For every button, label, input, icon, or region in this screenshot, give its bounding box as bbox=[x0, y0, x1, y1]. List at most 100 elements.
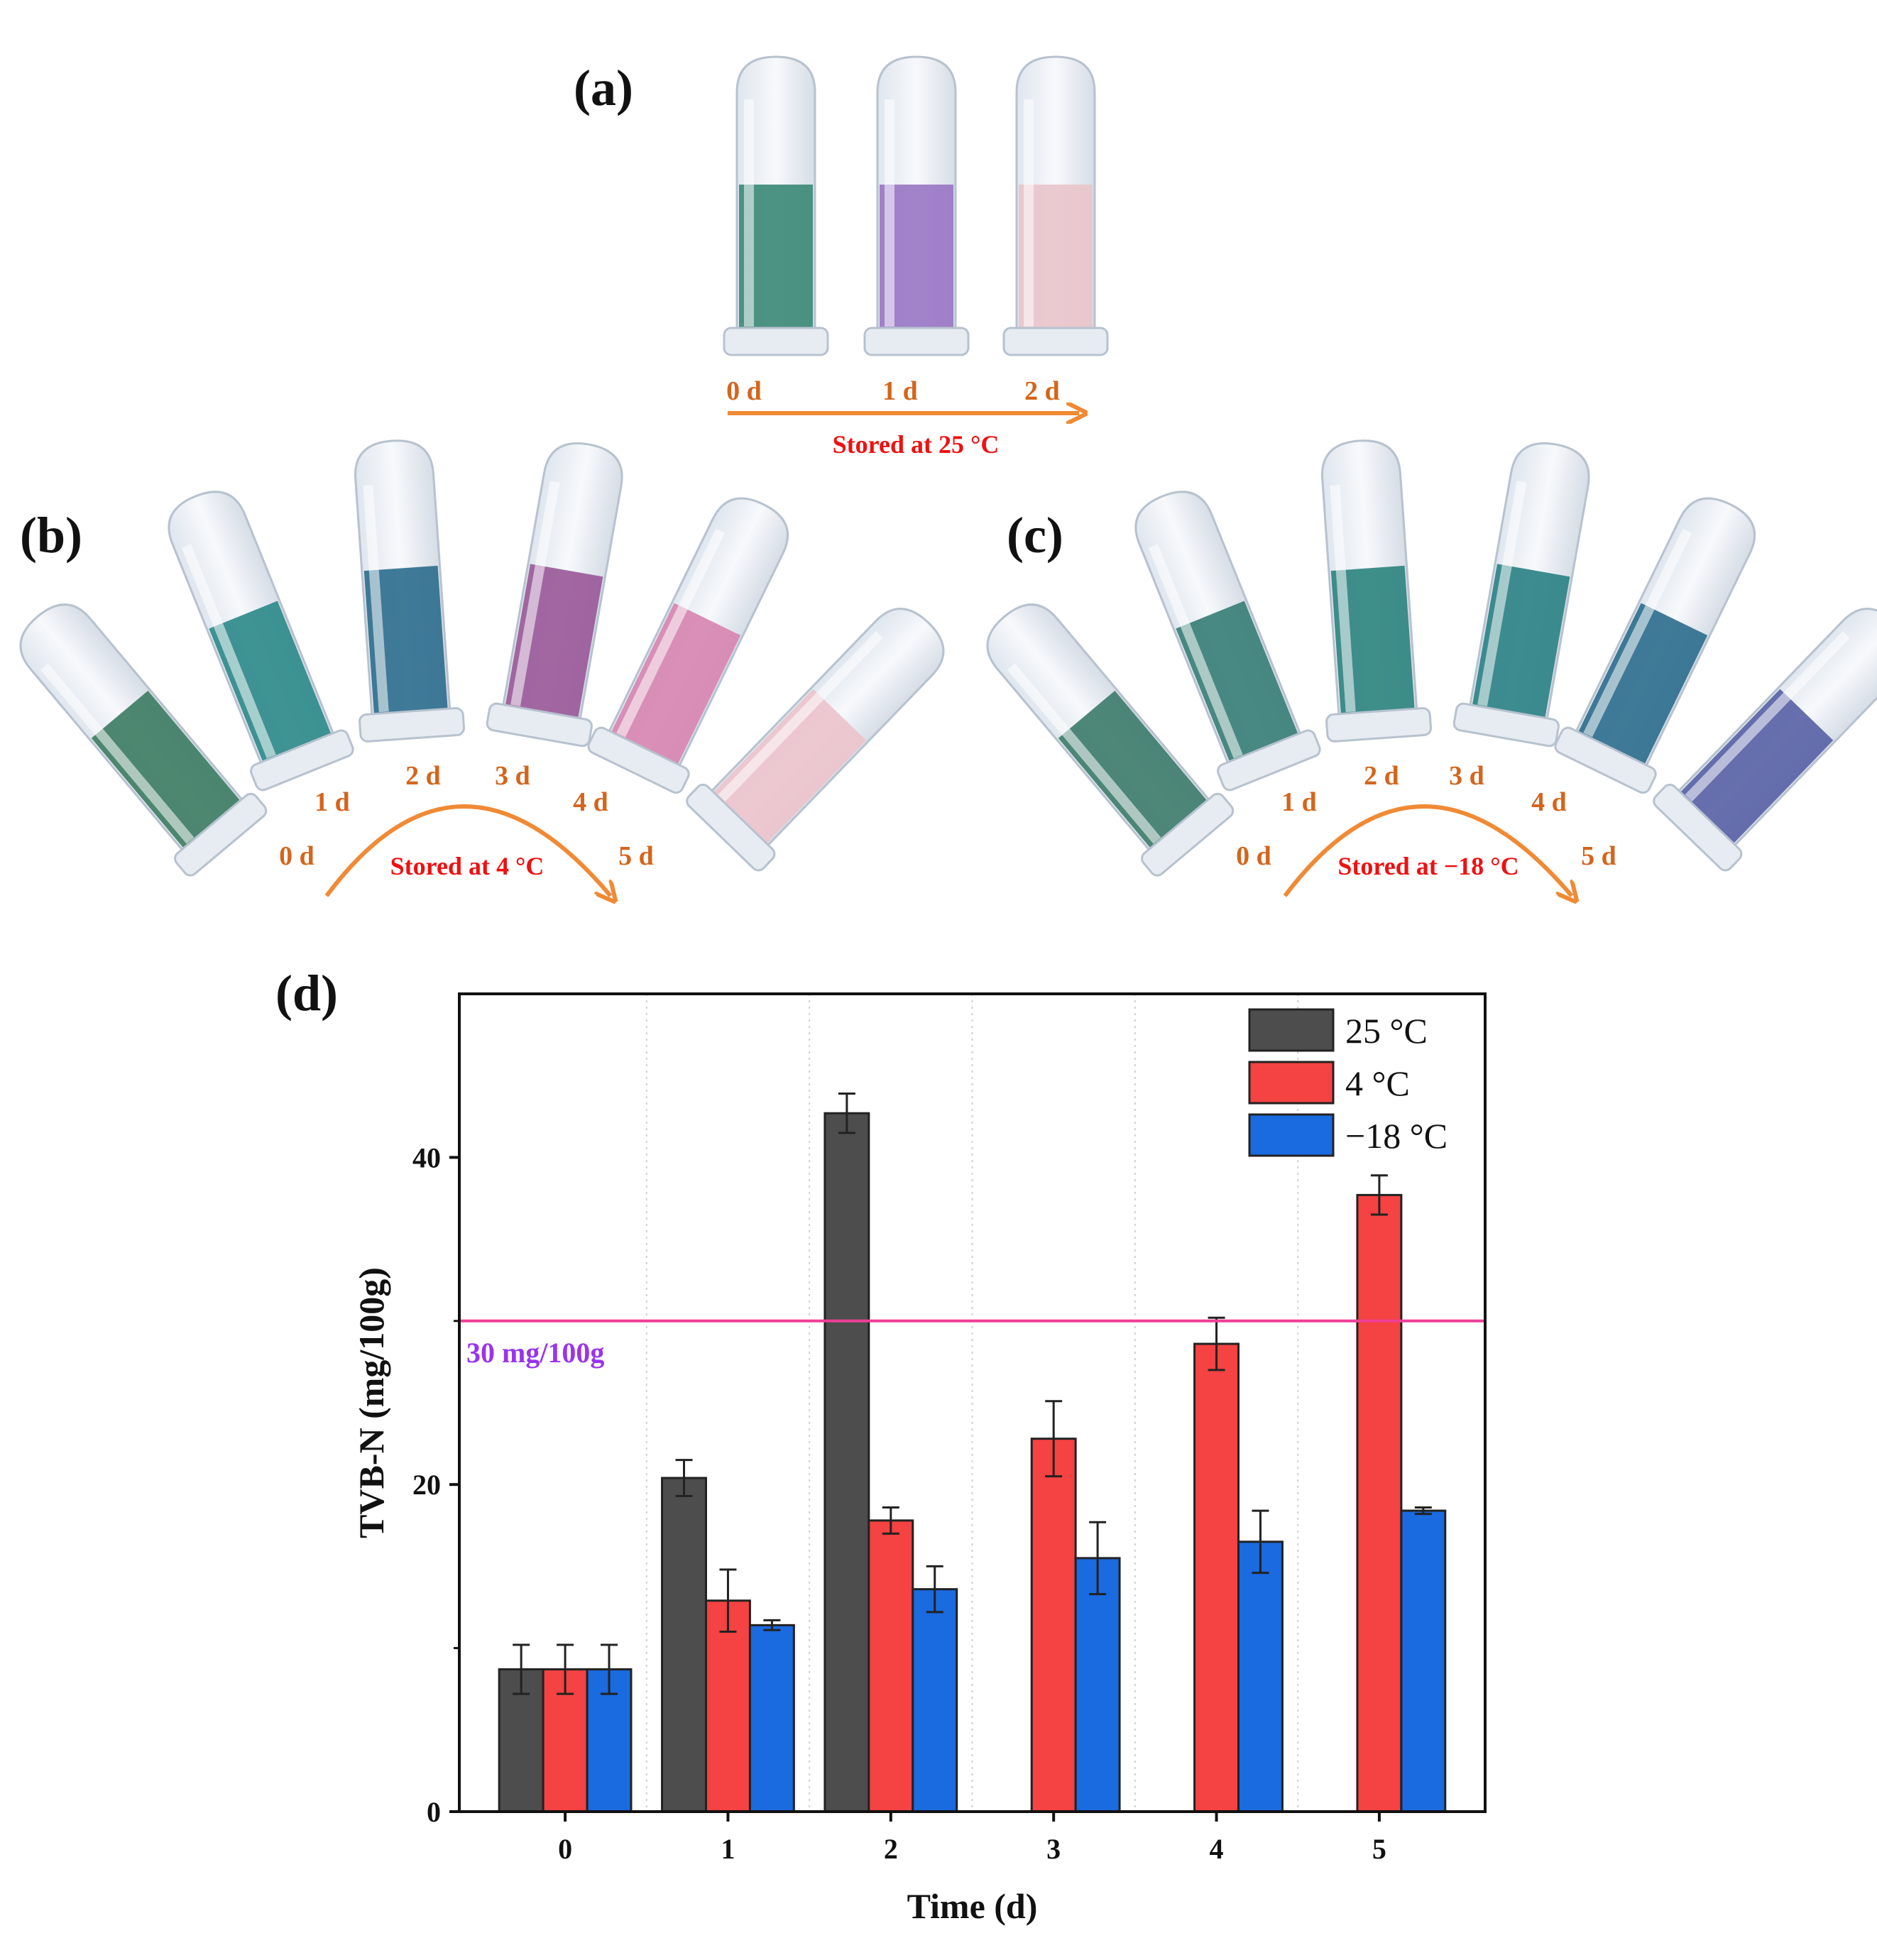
panel-a-tube-2-highlight bbox=[1024, 99, 1034, 327]
panel-b-tube-4 bbox=[587, 497, 789, 794]
panel-a-tube-0-liquid bbox=[739, 185, 813, 336]
panel-a: (a) 0 d 1 d 2 d Stored at 25 °C bbox=[574, 55, 1109, 459]
panel-b-tube-3 bbox=[486, 442, 623, 748]
panel-a-tube-1-highlight bbox=[885, 99, 894, 327]
panel-c-tube-3 bbox=[1452, 442, 1590, 748]
panel-c-tubes bbox=[986, 439, 1877, 877]
panel-c: (c) 0 d 1 d 2 d 3 d 4 d 5 d Stored at −1… bbox=[986, 439, 1877, 896]
bar bbox=[1237, 1540, 1284, 1813]
threshold-label: 30 mg/100g bbox=[466, 1337, 604, 1369]
panel-c-day-5: 5 d bbox=[1581, 841, 1616, 871]
panel-a-tube-0-rim bbox=[723, 327, 829, 356]
panel-c-tube-4-highlight bbox=[1583, 528, 1692, 738]
bar bbox=[1074, 1557, 1121, 1813]
x-tick-label: 2 bbox=[884, 1833, 898, 1865]
panel-b-tube-1-highlight bbox=[181, 544, 276, 759]
panel-a-tube-1 bbox=[863, 55, 970, 356]
panel-b-tube-5-liquid bbox=[707, 689, 867, 850]
y-tick-label: 20 bbox=[412, 1469, 441, 1501]
bar bbox=[912, 1588, 958, 1813]
panel-b: (b) 0 d 1 d 2 d 3 d 4 d 5 d Stored at 4 … bbox=[19, 439, 945, 896]
panel-b-tube-1-rim bbox=[250, 729, 354, 792]
panel-c-day-3: 3 d bbox=[1449, 761, 1484, 791]
panel-b-day-5: 5 d bbox=[618, 841, 654, 871]
panel-c-tube-0 bbox=[986, 603, 1235, 877]
legend-label: −18 °C bbox=[1345, 1116, 1448, 1156]
panel-c-day-0: 0 d bbox=[1236, 841, 1271, 871]
bar bbox=[704, 1599, 751, 1813]
panel-a-tube-2 bbox=[1002, 55, 1109, 356]
legend-swatch bbox=[1248, 1008, 1335, 1052]
x-axis-title: Time (d) bbox=[907, 1886, 1038, 1926]
panel-a-tube-2-rim bbox=[1002, 327, 1109, 356]
panel-b-arrow bbox=[324, 804, 611, 896]
panel-c-tube-4 bbox=[1554, 497, 1756, 794]
panel-a-tube-1-liquid bbox=[880, 185, 953, 336]
panel-b-day-2: 2 d bbox=[405, 761, 441, 791]
x-tick-label: 4 bbox=[1210, 1833, 1224, 1865]
panel-a-tube-0-highlight bbox=[744, 99, 754, 327]
panel-b-tube-4-highlight bbox=[616, 528, 726, 738]
plot-frame bbox=[458, 992, 1487, 1813]
panel-b-tube-0-highlight bbox=[40, 663, 195, 844]
panel-b-tube-0-liquid bbox=[91, 691, 246, 855]
bar bbox=[661, 1477, 707, 1813]
panel-c-tube-4-liquid bbox=[1574, 603, 1708, 772]
panel-c-tube-1-rim bbox=[1217, 729, 1321, 792]
bar bbox=[823, 1112, 870, 1813]
panel-c-tube-2 bbox=[1321, 439, 1433, 743]
bar bbox=[868, 1519, 914, 1813]
panel-c-arrow bbox=[1283, 804, 1572, 896]
panel-a-day-2: 2 d bbox=[1024, 376, 1060, 406]
panel-b-label: (b) bbox=[20, 507, 82, 564]
panel-c-tube-1-liquid bbox=[1176, 601, 1301, 770]
panel-b-tube-2-highlight bbox=[363, 484, 389, 713]
panel-c-tube-0-highlight bbox=[1007, 663, 1161, 844]
panel-b-tube-3-rim bbox=[486, 702, 593, 748]
panel-b-day-0: 0 d bbox=[279, 841, 314, 871]
y-tick-label: 40 bbox=[412, 1141, 441, 1173]
panel-a-tubes bbox=[723, 55, 1109, 356]
chart-bars bbox=[498, 1112, 1447, 1813]
tvbn-bar-chart: (d) 30 mg/100g 0 20 40 0 1 2 3 4 5 TVB-N (mg/100… bbox=[275, 965, 1487, 1926]
panel-b-tube-5-highlight bbox=[718, 631, 883, 802]
panel-c-tube-0-rim bbox=[1141, 792, 1235, 877]
x-tick-label: 3 bbox=[1046, 1833, 1061, 1865]
legend-swatch bbox=[1248, 1113, 1335, 1157]
panel-c-tube-2-highlight bbox=[1330, 484, 1356, 713]
panel-c-tube-5-liquid bbox=[1674, 689, 1834, 850]
tube-photo-panels: (a) 0 d 1 d 2 d Stored at 25 °C (b) 0 d … bbox=[19, 55, 1877, 944]
panel-c-day-4: 4 d bbox=[1531, 787, 1567, 817]
panel-d-label: (d) bbox=[275, 965, 338, 1022]
legend-label: 25 °C bbox=[1345, 1011, 1428, 1051]
panel-a-day-0: 0 d bbox=[726, 376, 762, 406]
axis-ticks: 0 20 40 0 1 2 3 4 5 bbox=[412, 1141, 1386, 1865]
panel-a-storage-label: Stored at 25 °C bbox=[833, 430, 1000, 459]
panel-b-tube-4-liquid bbox=[607, 603, 741, 772]
y-tick-label: 0 bbox=[427, 1796, 441, 1828]
bar bbox=[1193, 1342, 1240, 1813]
panel-b-tube-2 bbox=[354, 439, 466, 743]
x-tick-label: 1 bbox=[721, 1833, 735, 1865]
panel-c-label: (c) bbox=[1007, 507, 1063, 564]
bar bbox=[1356, 1193, 1403, 1813]
panel-b-tube-5 bbox=[686, 608, 945, 872]
panel-b-day-1: 1 d bbox=[314, 787, 350, 817]
panel-c-day-1: 1 d bbox=[1281, 787, 1317, 817]
panel-b-tube-0 bbox=[19, 603, 268, 877]
panel-c-tube-4-rim bbox=[1554, 726, 1657, 794]
legend-swatch bbox=[1248, 1061, 1335, 1105]
panel-b-day-3: 3 d bbox=[495, 761, 530, 791]
panel-b-day-4: 4 d bbox=[573, 787, 608, 817]
x-tick-label: 5 bbox=[1372, 1833, 1386, 1865]
panel-c-tube-3-rim bbox=[1452, 702, 1560, 748]
panel-a-day-1: 1 d bbox=[882, 376, 918, 406]
legend-label: 4 °C bbox=[1345, 1063, 1410, 1103]
legend: 25 °C 4 °C −18 °C bbox=[1248, 1008, 1448, 1157]
threshold-group: 30 mg/100g bbox=[459, 1319, 1485, 1369]
bar bbox=[1400, 1509, 1447, 1813]
bar bbox=[748, 1624, 795, 1813]
panel-c-day-2: 2 d bbox=[1364, 761, 1399, 791]
panel-b-tube-0-rim bbox=[174, 792, 268, 877]
